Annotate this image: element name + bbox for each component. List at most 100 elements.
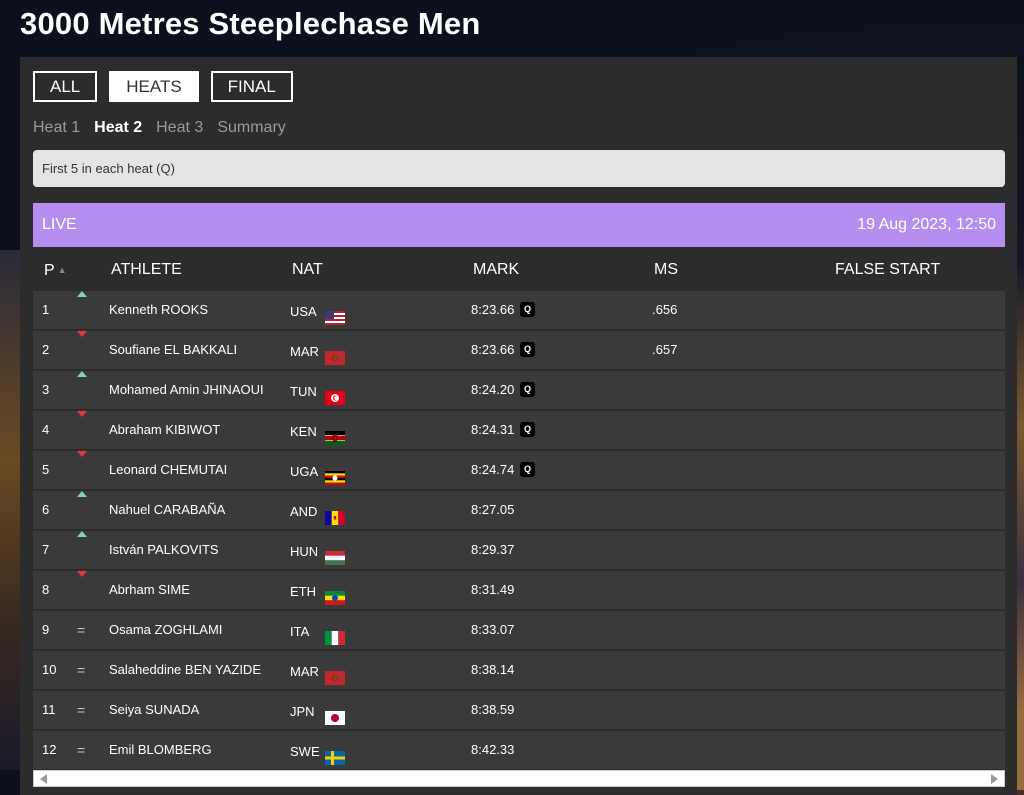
column-header-false-start[interactable]: FALSE START [835,261,941,278]
athlete-name[interactable]: Leonard CHEMUTAI [109,462,228,477]
nationality-code: KEN [290,424,317,439]
flag-usa-icon [325,302,345,325]
table-row[interactable]: 7 István PALKOVITS HUN 8:29.37 [33,531,1005,569]
trend-same-icon: = [77,742,86,758]
position: 8 [42,582,50,597]
trend-up-icon [77,491,87,497]
tab-final[interactable]: FINAL [210,71,293,102]
athlete-name[interactable]: Abraham KIBIWOT [109,422,221,437]
tab-all[interactable]: ALL [33,71,98,102]
background-city-lights-left [0,250,20,770]
mark: 8:24.74 [471,462,515,477]
flag-tun-icon [325,382,345,405]
heat-link-summary[interactable]: Summary [217,119,286,136]
column-header-nat[interactable]: NAT [292,261,323,278]
nationality-code: USA [290,304,317,319]
nationality-code: AND [290,504,318,519]
trend-up-icon [77,291,87,297]
column-header-mark[interactable]: MARK [473,261,520,278]
page-title: 3000 Metres Steeplechase Men [20,6,481,41]
round-tabs: ALL HEATS FINAL [33,71,293,102]
column-header-athlete[interactable]: ATHLETE [111,261,182,278]
athlete-name[interactable]: Nahuel CARABAÑA [109,502,226,517]
mark: 8:24.20 [471,382,515,397]
nationality-code: TUN [290,384,317,399]
scroll-left-arrow-icon[interactable] [40,774,47,784]
heat-link-3[interactable]: Heat 3 [156,119,204,136]
table-row[interactable]: 12 = Emil BLOMBERG SWE 8:42.33 [33,731,1005,769]
trend-down-icon [77,411,87,417]
table-row[interactable]: 10 = Salaheddine BEN YAZIDE MAR 8:38.14 [33,651,1005,689]
athlete-name[interactable]: Abrham SIME [109,582,190,597]
trend-same-icon: = [77,622,86,638]
position: 12 [42,742,57,757]
trend-up-icon [77,531,87,537]
nationality-code: MAR [290,344,319,359]
table-row[interactable]: 4 Abraham KIBIWOT KEN 8:24.31 Q [33,411,1005,449]
position: 5 [42,462,50,477]
results-table: 1 Kenneth ROOKS USA 8:23.66 Q .656 2 Soufiane E… [33,291,1005,771]
athlete-name[interactable]: Soufiane EL BAKKALI [109,342,238,357]
athlete-name[interactable]: Mohamed Amin JHINAOUI [109,382,264,397]
qualified-badge: Q [520,462,535,477]
position: 1 [42,302,50,317]
nationality-code: ETH [290,584,316,599]
athlete-name[interactable]: Emil BLOMBERG [109,742,212,757]
athlete-name[interactable]: Salaheddine BEN YAZIDE [109,662,261,677]
horizontal-scrollbar[interactable] [33,770,1005,787]
position: 6 [42,502,50,517]
mark: 8:33.07 [471,622,515,637]
mark: 8:24.31 [471,422,515,437]
heat-link-1[interactable]: Heat 1 [33,119,81,136]
table-row[interactable]: 8 Abrham SIME ETH 8:31.49 [33,571,1005,609]
nationality-code: JPN [290,704,315,719]
trend-same-icon: = [77,662,86,678]
column-header-ms[interactable]: MS [654,261,678,278]
table-row[interactable]: 2 Soufiane EL BAKKALI MAR 8:23.66 Q .657 [33,331,1005,369]
qualified-badge: Q [520,342,535,357]
athlete-name[interactable]: Osama ZOGHLAMI [109,622,223,637]
tab-heats[interactable]: HEATS [109,71,199,102]
nationality-code: SWE [290,744,320,759]
mark: 8:31.49 [471,582,515,597]
table-row[interactable]: 1 Kenneth ROOKS USA 8:23.66 Q .656 [33,291,1005,329]
heat-link-2[interactable]: Heat 2 [94,119,143,136]
table-row[interactable]: 9 = Osama ZOGHLAMI ITA 8:33.07 [33,611,1005,649]
table-row[interactable]: 5 Leonard CHEMUTAI UGA 8:24.74 Q [33,451,1005,489]
trend-up-icon [77,371,87,377]
mark: 8:23.66 [471,342,515,357]
mark: 8:23.66 [471,302,515,317]
flag-ita-icon [325,622,345,645]
column-header-p-label: P [44,262,55,279]
qualified-badge: Q [520,382,535,397]
ms-value: .656 [652,302,678,317]
flag-mar-icon [325,662,345,685]
athlete-name[interactable]: István PALKOVITS [109,542,219,557]
position: 2 [42,342,50,357]
flag-and-icon [325,502,345,525]
table-row[interactable]: 3 Mohamed Amin JHINAOUI TUN 8:24.20 Q [33,371,1005,409]
flag-jpn-icon [325,702,345,725]
position: 7 [42,542,50,557]
nationality-code: ITA [290,624,310,639]
mark: 8:27.05 [471,502,515,517]
table-row[interactable]: 11 = Seiya SUNADA JPN 8:38.59 [33,691,1005,729]
column-header-p[interactable]: P ▲ [44,250,67,291]
sort-up-icon: ▲ [57,265,67,275]
position: 3 [42,382,50,397]
athlete-name[interactable]: Kenneth ROOKS [109,302,208,317]
position: 9 [42,622,50,637]
flag-swe-icon [325,742,345,765]
scroll-right-arrow-icon[interactable] [991,774,998,784]
ms-value: .657 [652,342,678,357]
qualification-notice: First 5 in each heat (Q) [33,150,1005,187]
mark: 8:29.37 [471,542,515,557]
table-header: P ▲ ATHLETE NAT MARK MS FALSE START [33,250,1005,290]
table-row[interactable]: 6 Nahuel CARABAÑA AND 8:27.05 [33,491,1005,529]
nationality-code: HUN [290,544,319,559]
position: 11 [42,702,56,717]
mark: 8:38.14 [471,662,515,677]
athlete-name[interactable]: Seiya SUNADA [109,702,200,717]
nationality-code: MAR [290,664,319,679]
trend-down-icon [77,451,87,457]
